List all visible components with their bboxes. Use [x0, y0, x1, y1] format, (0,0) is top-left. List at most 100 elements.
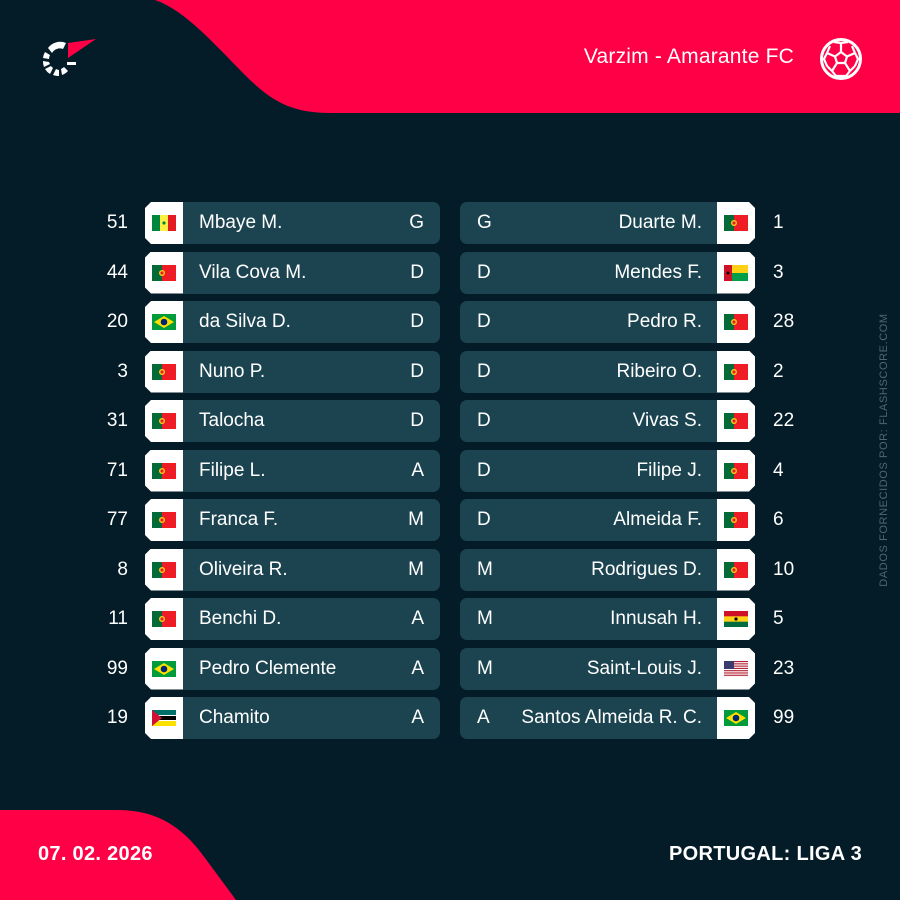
player-position: A	[411, 657, 424, 679]
player-position: A	[477, 707, 490, 728]
shirt-number: 3	[773, 261, 784, 283]
player-position: G	[409, 212, 424, 233]
player-name: Almeida F.	[613, 509, 702, 530]
player-position: M	[477, 657, 493, 679]
player-bar: Benchi D. A	[183, 598, 440, 640]
flag-box	[145, 697, 183, 739]
match-title: Varzim - Amarante FC	[583, 45, 794, 68]
flag-box	[145, 549, 183, 591]
flag-portugal-icon	[724, 413, 748, 429]
player-name: Talocha	[199, 410, 265, 431]
flag-usa-icon	[724, 661, 748, 677]
player-name: Mendes F.	[614, 261, 702, 283]
player-bar: Saint-Louis J. M	[460, 647, 717, 690]
player-name: Mbaye M.	[199, 212, 283, 233]
player-bar: Duarte M. G	[460, 202, 717, 244]
shirt-number: 4	[773, 459, 784, 481]
flag-box	[717, 648, 755, 690]
player-bar: Innusah H. M	[460, 598, 717, 640]
flag-box	[145, 400, 183, 442]
player-position: D	[410, 311, 424, 332]
shirt-number: 99	[773, 707, 795, 728]
away-player-row: 4 Filipe J. D	[0, 449, 900, 492]
player-name: Chamito	[199, 707, 270, 728]
flag-portugal-icon	[724, 562, 748, 578]
data-credit: DADOS FORNECIDOS POR: FLASHSCORE.COM	[878, 313, 890, 587]
flag-portugal-icon	[152, 413, 176, 429]
header-red-swoosh	[155, 0, 900, 113]
player-position: D	[410, 410, 424, 431]
player-name: Duarte M.	[618, 212, 702, 233]
flag-box	[717, 400, 755, 442]
flag-box	[145, 598, 183, 640]
player-position: G	[477, 212, 492, 233]
flag-brazil-icon	[724, 710, 748, 726]
shirt-number: 8	[117, 558, 128, 580]
flag-box	[145, 252, 183, 294]
flag-brazil-icon	[152, 661, 176, 677]
flag-box	[717, 598, 755, 640]
flag-box	[717, 450, 755, 492]
player-bar: Almeida F. D	[460, 499, 717, 541]
home-player-row: 3 Nuno P. D	[0, 350, 900, 393]
flag-box	[717, 351, 755, 393]
player-position: D	[477, 311, 491, 332]
soccer-ball-icon	[820, 38, 862, 80]
flag-box	[145, 301, 183, 343]
player-bar: Filipe L. A	[183, 449, 440, 492]
flag-portugal-icon	[724, 512, 748, 528]
flag-box	[717, 202, 755, 244]
shirt-number: 51	[106, 212, 128, 233]
flag-portugal-icon	[152, 611, 176, 627]
player-name: Santos Almeida R. C.	[521, 707, 702, 728]
player-name: Filipe J.	[636, 459, 702, 481]
player-position: D	[477, 261, 491, 283]
home-player-row: 44 Vila Cova M. D	[0, 251, 900, 294]
player-position: D	[410, 360, 424, 382]
player-bar: Franca F. M	[183, 499, 440, 541]
flag-box	[145, 499, 183, 541]
player-bar: Vivas S. D	[460, 400, 717, 442]
player-bar: Oliveira R. M	[183, 548, 440, 591]
flag-portugal-icon	[152, 562, 176, 578]
player-name: Saint-Louis J.	[586, 657, 702, 679]
shirt-number: 1	[773, 212, 784, 233]
away-player-row: 22 Vivas S. D	[0, 400, 900, 442]
shirt-number: 71	[106, 459, 128, 481]
player-bar: Rodrigues D. M	[460, 548, 717, 591]
player-bar: Talocha D	[183, 400, 440, 442]
player-position: M	[477, 608, 493, 629]
player-position: D	[477, 360, 491, 382]
away-player-row: 2 Ribeiro O. D	[0, 350, 900, 393]
player-position: M	[408, 509, 424, 530]
player-name: Ribeiro O.	[616, 360, 702, 382]
player-name: Oliveira R.	[199, 558, 288, 580]
player-position: D	[410, 261, 424, 283]
player-position: M	[408, 558, 424, 580]
flag-box	[145, 351, 183, 393]
home-player-row: 8 Oliveira R. M	[0, 548, 900, 591]
shirt-number: 19	[106, 707, 128, 728]
flag-mozambique-icon	[152, 710, 176, 726]
flag-box	[145, 450, 183, 492]
flag-brazil-icon	[152, 314, 176, 330]
shirt-number: 28	[773, 311, 795, 332]
player-bar: Santos Almeida R. C. A	[460, 697, 717, 739]
player-position: M	[477, 558, 493, 580]
player-name: Pedro R.	[627, 311, 702, 332]
flag-box	[717, 499, 755, 541]
player-bar: Pedro R. D	[460, 301, 717, 343]
player-name: Rodrigues D.	[591, 558, 702, 580]
home-player-row: 77 Franca F. M	[0, 499, 900, 541]
home-player-row: 11 Benchi D. A	[0, 598, 900, 640]
player-bar: Ribeiro O. D	[460, 350, 717, 393]
shirt-number: 23	[773, 657, 795, 679]
away-player-row: 3 Mendes F. D	[0, 251, 900, 294]
player-bar: Mendes F. D	[460, 251, 717, 294]
away-player-row: 5 Innusah H. M	[0, 598, 900, 640]
player-position: D	[477, 459, 491, 481]
shirt-number: 20	[106, 311, 128, 332]
flag-portugal-icon	[724, 463, 748, 479]
home-player-row: 19 Chamito A	[0, 697, 900, 739]
